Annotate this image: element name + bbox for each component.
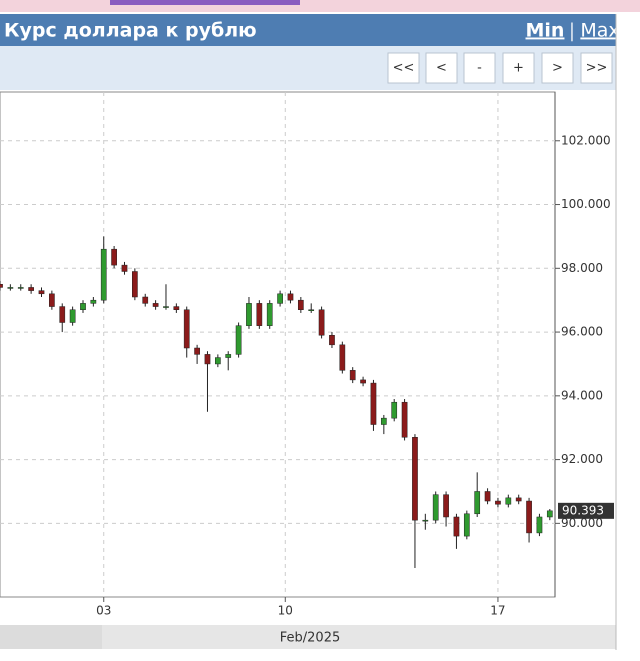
button-frame bbox=[387, 52, 420, 84]
y-tick-label: 98.000 bbox=[561, 261, 603, 275]
last-price-label: 90.393 bbox=[562, 503, 604, 517]
candle-body bbox=[90, 299, 97, 304]
button-label: + bbox=[513, 61, 524, 76]
candle-body bbox=[380, 417, 387, 425]
x-tick-label: 17 bbox=[490, 604, 505, 618]
candle-body bbox=[28, 287, 34, 291]
candle-body bbox=[38, 290, 45, 295]
candle-body bbox=[526, 500, 532, 534]
candle-body bbox=[463, 513, 470, 537]
candle-body bbox=[59, 306, 66, 323]
candle-body bbox=[318, 309, 325, 336]
button-label: << bbox=[393, 61, 415, 76]
candle-body bbox=[142, 296, 149, 304]
y-tick-label: 90.000 bbox=[561, 516, 603, 530]
button-label: - bbox=[477, 61, 482, 76]
candle-body bbox=[69, 309, 76, 323]
candle-body bbox=[370, 382, 377, 425]
candle-body bbox=[183, 309, 190, 349]
candle-body bbox=[111, 248, 117, 266]
candle-body bbox=[235, 325, 242, 355]
candle-body bbox=[495, 500, 501, 505]
plot-area bbox=[0, 91, 556, 598]
candle-body bbox=[246, 303, 252, 326]
y-tick-label: 94.000 bbox=[561, 388, 603, 402]
candle-body bbox=[80, 303, 86, 310]
max-link[interactable]: Max bbox=[580, 20, 619, 42]
candle-body bbox=[225, 354, 232, 358]
button-label: > bbox=[552, 61, 563, 76]
nav-button[interactable]: < bbox=[425, 52, 458, 84]
header-bar bbox=[0, 14, 616, 46]
candle-body bbox=[329, 335, 335, 346]
y-tick-label: 100.000 bbox=[561, 197, 611, 211]
candle-body bbox=[339, 344, 346, 371]
x-tick-label: 03 bbox=[96, 604, 111, 618]
candle-body bbox=[266, 303, 273, 326]
button-frame bbox=[463, 52, 496, 84]
nav-button[interactable]: - bbox=[463, 52, 496, 84]
candle-body bbox=[132, 271, 138, 298]
candle-body bbox=[505, 497, 512, 505]
button-frame bbox=[502, 52, 535, 84]
nav-button[interactable]: > bbox=[541, 52, 574, 84]
candle-body bbox=[163, 306, 169, 308]
candle-body bbox=[256, 303, 263, 326]
candle-body bbox=[297, 299, 304, 310]
candle-body bbox=[308, 309, 315, 311]
x-tick-label: 10 bbox=[278, 604, 293, 618]
candle-body bbox=[152, 303, 159, 307]
period-band-left bbox=[0, 625, 102, 649]
candle-body bbox=[349, 370, 356, 381]
last-price-box bbox=[558, 502, 614, 519]
candle-body bbox=[215, 357, 221, 365]
candle-body bbox=[422, 519, 429, 522]
y-tick-label: 96.000 bbox=[561, 325, 603, 339]
button-label: < bbox=[436, 61, 447, 76]
candle-body bbox=[49, 293, 55, 307]
button-frame bbox=[541, 52, 574, 84]
candle-body bbox=[391, 401, 398, 419]
top-banner-accent bbox=[110, 0, 300, 5]
period-band bbox=[0, 625, 616, 649]
candle-body bbox=[173, 306, 180, 310]
candle-body bbox=[0, 283, 3, 288]
top-banner bbox=[0, 0, 640, 12]
nav-button[interactable]: + bbox=[502, 52, 535, 84]
candle-body bbox=[546, 510, 553, 518]
candle-body bbox=[453, 516, 460, 537]
candle-body bbox=[443, 494, 449, 518]
candle-body bbox=[100, 248, 107, 301]
button-frame bbox=[580, 52, 613, 84]
candle-body bbox=[7, 287, 14, 289]
y-tick-label: 102.000 bbox=[561, 133, 611, 147]
button-frame bbox=[425, 52, 458, 84]
separator: | bbox=[569, 20, 575, 42]
chart-title: Курс доллара к рублю bbox=[4, 20, 257, 42]
nav-button[interactable]: << bbox=[387, 52, 420, 84]
candle-body bbox=[515, 497, 522, 502]
candle-body bbox=[121, 264, 128, 272]
candle-body bbox=[17, 287, 24, 289]
candle-body bbox=[536, 516, 543, 534]
candle-body bbox=[204, 354, 211, 365]
candle-body bbox=[401, 401, 408, 438]
candle-body bbox=[360, 379, 366, 384]
candle-body bbox=[484, 491, 491, 502]
candle-body bbox=[287, 293, 294, 301]
y-tick-label: 92.000 bbox=[561, 452, 603, 466]
candle-body bbox=[277, 293, 283, 304]
min-link[interactable]: Min bbox=[526, 20, 565, 42]
period-label: Feb/2025 bbox=[280, 631, 340, 646]
nav-button[interactable]: >> bbox=[580, 52, 613, 84]
candle-body bbox=[412, 437, 418, 521]
candle-body bbox=[432, 494, 439, 521]
candle-body bbox=[194, 347, 200, 355]
button-label: >> bbox=[586, 61, 608, 76]
candle-body bbox=[474, 491, 481, 515]
